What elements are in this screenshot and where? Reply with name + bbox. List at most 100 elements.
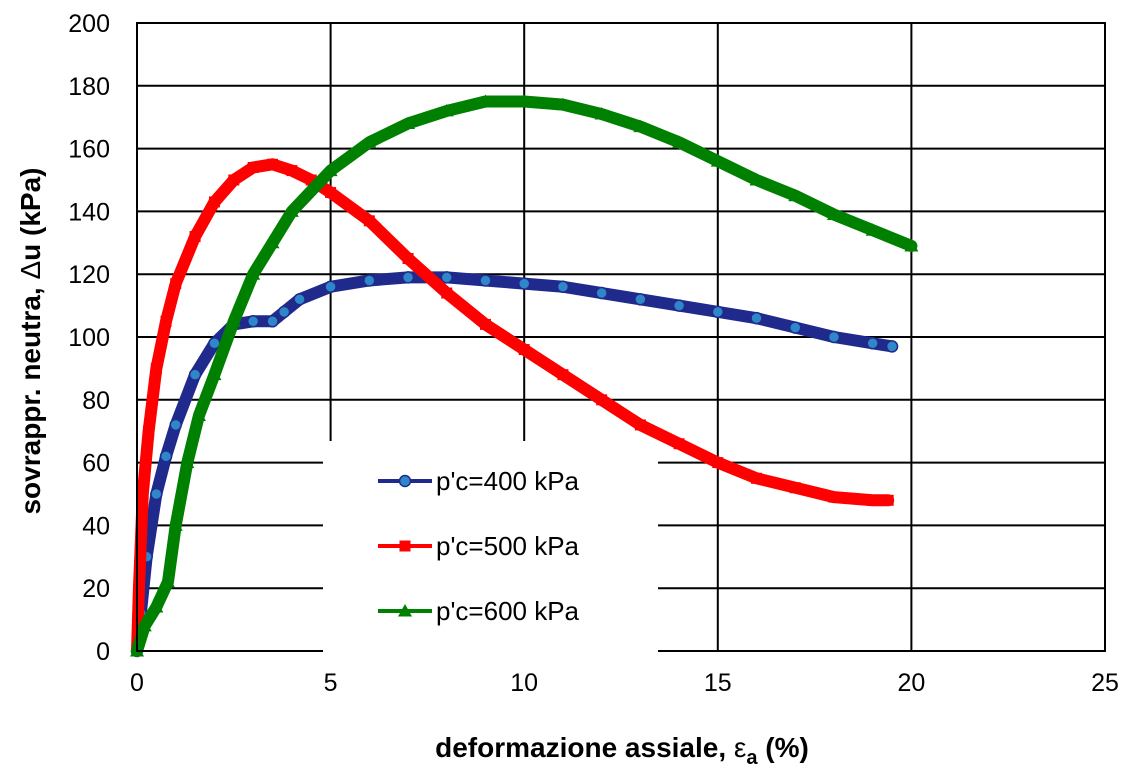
x-tick-label-3: 15	[704, 669, 732, 697]
data-point-0-5	[169, 418, 182, 432]
data-point-0-20	[595, 286, 608, 300]
data-point-1-6	[170, 278, 182, 290]
x-tick-labels: 0 5 10 15 20 25	[130, 669, 1119, 697]
data-point-2-14	[401, 116, 416, 129]
x-tick-label-0: 0	[130, 669, 144, 697]
y-tick-label-5: 100	[68, 324, 110, 352]
data-point-1-13	[305, 174, 317, 186]
x-tick-label-4: 20	[897, 669, 925, 697]
data-point-0-12	[293, 293, 306, 306]
data-point-1-10	[247, 161, 259, 173]
data-point-1-14	[325, 187, 337, 199]
data-point-1-18	[479, 318, 491, 330]
data-point-1-20	[557, 369, 569, 381]
data-point-0-9	[246, 315, 260, 328]
data-point-1-24	[712, 457, 724, 469]
data-point-0-10	[266, 315, 279, 328]
data-point-1-4	[150, 362, 162, 374]
data-point-1-27	[828, 491, 840, 503]
data-point-0-13	[324, 280, 337, 294]
data-point-0-26	[827, 330, 841, 344]
legend-marker-1	[399, 540, 411, 552]
series-2	[130, 94, 919, 657]
data-point-0-16	[440, 271, 454, 284]
legend-label-1: p'c=500 kPa	[436, 531, 580, 561]
data-point-2-19	[594, 107, 609, 120]
legend: p'c=400 kPa p'c=500 kPa p'c=600 kPa	[323, 441, 658, 653]
data-point-1-19	[518, 344, 530, 356]
data-point-1-28	[867, 494, 879, 506]
data-point-2-7	[207, 367, 222, 381]
data-point-2-27	[904, 238, 919, 252]
data-point-2-16	[478, 94, 493, 107]
x-axis-title: deformazione assiale, εa (%)	[435, 732, 809, 769]
data-point-1-26	[789, 482, 801, 494]
data-point-1-16	[402, 253, 414, 264]
data-point-1-8	[208, 196, 220, 208]
data-point-1-3	[143, 425, 155, 437]
data-point-2-21	[672, 135, 687, 148]
legend-item-0: p'c=400 kPa	[378, 466, 580, 496]
data-point-0-4	[159, 450, 173, 463]
data-point-0-14	[363, 274, 376, 287]
data-point-2-11	[284, 204, 299, 217]
data-point-0-22	[672, 299, 686, 312]
data-point-2-26	[865, 223, 880, 236]
data-point-2-15	[439, 103, 454, 117]
legend-label-2: p'c=600 kPa	[436, 596, 580, 626]
data-point-1-23	[673, 438, 685, 450]
data-point-0-17	[479, 274, 492, 287]
data-point-1-2	[137, 488, 149, 500]
y-tick-label-8: 160	[68, 136, 110, 164]
data-point-1-25	[751, 472, 763, 484]
data-point-2-22	[710, 154, 725, 167]
data-point-1-11	[267, 158, 279, 170]
y-axis-title: sovrappr. neutra, Δu (kPa)	[15, 167, 46, 514]
data-point-1-12	[286, 165, 298, 177]
series-1	[131, 158, 895, 657]
data-point-0-3	[150, 487, 163, 501]
legend-marker-0	[398, 474, 412, 488]
data-point-0-6	[188, 368, 202, 381]
y-tick-label-4: 80	[82, 387, 110, 415]
data-point-0-25	[788, 321, 802, 334]
data-point-2-23	[749, 173, 764, 186]
data-point-0-11	[277, 305, 291, 319]
series-line-2	[131, 95, 918, 657]
data-point-0-24	[750, 311, 763, 325]
y-tick-label-3: 60	[82, 450, 110, 478]
data-point-2-1	[137, 618, 152, 632]
legend-item-2: p'c=600 kPa	[378, 596, 580, 626]
x-tick-label-5: 25	[1091, 669, 1119, 697]
data-point-0-21	[634, 293, 647, 306]
legend-item-1: p'c=500 kPa	[378, 531, 580, 561]
data-point-2-12	[323, 163, 338, 177]
x-tick-label-1: 5	[324, 669, 338, 697]
data-point-1-7	[189, 231, 201, 243]
data-point-1-17	[441, 287, 453, 299]
legend-marker-2	[398, 604, 412, 617]
data-point-1-22	[634, 419, 646, 431]
data-point-0-27	[866, 337, 879, 350]
data-point-2-6	[191, 408, 206, 421]
x-tick-label-2: 10	[510, 669, 538, 697]
series-line-1	[131, 158, 895, 657]
y-tick-labels: 0 20 40 60 80 100 120 140 160 180 200	[68, 10, 110, 666]
y-tick-label-2: 40	[82, 512, 110, 540]
legend-label-0: p'c=400 kPa	[436, 466, 580, 496]
data-point-1-29	[882, 494, 894, 506]
data-point-2-18	[555, 97, 570, 111]
data-point-2-5	[180, 455, 195, 469]
data-point-1-15	[363, 215, 375, 227]
y-tick-label-9: 180	[68, 73, 110, 101]
data-point-0-28	[885, 340, 899, 353]
data-point-2-2	[149, 600, 164, 613]
data-point-0-18	[517, 277, 531, 290]
data-point-2-9	[246, 267, 261, 280]
data-point-2-25	[826, 207, 841, 221]
y-tick-label-0: 0	[96, 638, 110, 666]
y-tick-label-6: 120	[68, 261, 110, 289]
data-point-2-3	[160, 574, 175, 588]
